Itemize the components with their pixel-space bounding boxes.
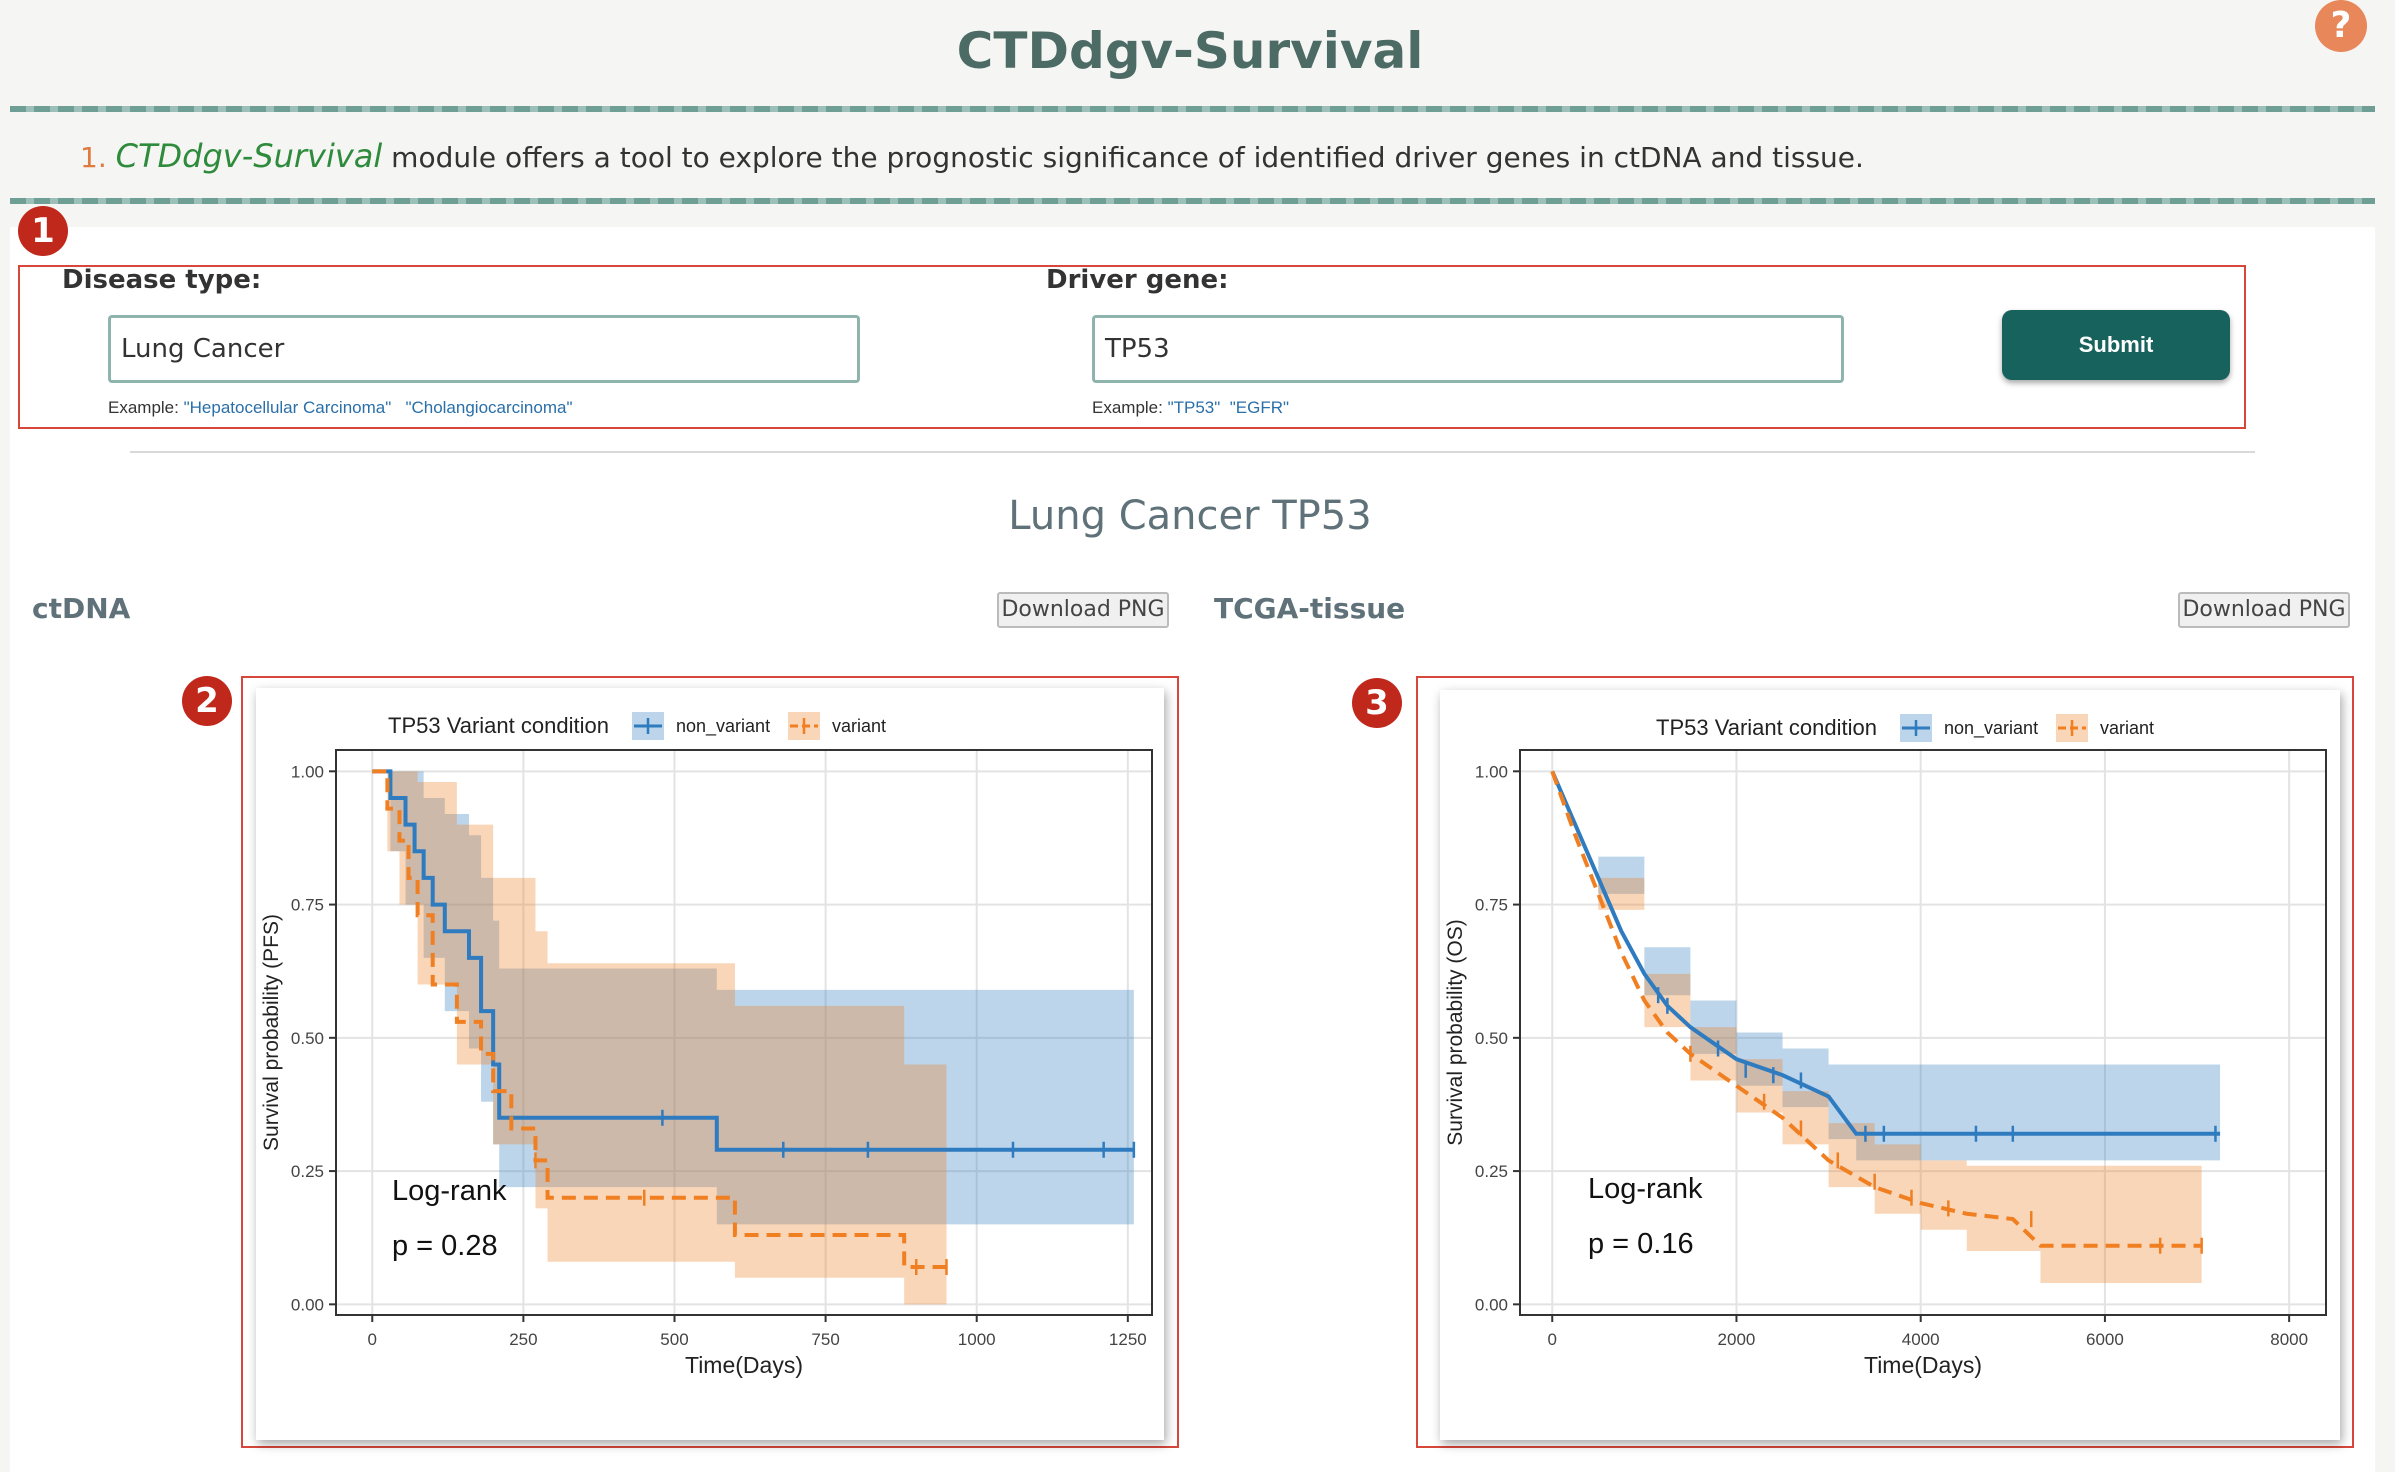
- x-tick-label: 4000: [1902, 1330, 1940, 1349]
- y-tick-label: 0.00: [291, 1295, 324, 1314]
- x-tick-label: 6000: [2086, 1330, 2124, 1349]
- x-tick-label: 250: [509, 1330, 537, 1349]
- tcga-tissue-section-label: TCGA-tissue: [1214, 592, 1406, 625]
- confidence-band-variant: [372, 771, 947, 1305]
- y-tick-label: 1.00: [291, 762, 324, 781]
- header-divider: [10, 106, 2375, 112]
- legend-label-variant: variant: [2100, 718, 2154, 738]
- ctdna-survival-chart: 0 250 500 750 1000 1250 0.00 0.25 0.50 0.75 1.00 Ti…: [260, 712, 1153, 1378]
- y-tick-label: 0.50: [291, 1029, 324, 1048]
- x-tick-label: 500: [660, 1330, 688, 1349]
- driver-gene-input[interactable]: TP53: [1092, 315, 1844, 383]
- x-tick-label: 0: [368, 1330, 377, 1349]
- x-tick-label: 750: [811, 1330, 839, 1349]
- x-tick-label: 1000: [958, 1330, 996, 1349]
- y-tick-label: 0.50: [1475, 1029, 1508, 1048]
- ctdna-section-label: ctDNA: [32, 592, 131, 625]
- gene-example-link[interactable]: "EGFR": [1229, 398, 1290, 417]
- confidence-band-non_variant: [372, 771, 1134, 1225]
- download-png-button[interactable]: Download PNG: [2178, 592, 2350, 628]
- x-axis-label: Time(Days): [685, 1352, 803, 1378]
- step-badge-3: 3: [1352, 678, 1402, 728]
- survival-curve-non_variant: [1550, 770, 2221, 1136]
- gene-example-prefix: Example:: [1092, 398, 1168, 417]
- ctdna-plot-frame: [241, 676, 1179, 1448]
- page-title: CTDdgv-Survival: [956, 22, 1424, 80]
- tissue-survival-chart: 0 2000 4000 6000 8000 0.00 0.25 0.50 0.75 1.00 Tim…: [1444, 714, 2327, 1378]
- search-form: [18, 265, 2246, 429]
- y-tick-label: 0.00: [1475, 1295, 1508, 1314]
- y-tick-label: 1.00: [1475, 762, 1508, 781]
- y-tick-label: 0.25: [1475, 1162, 1508, 1181]
- disease-examples: Example: "Hepatocellular Carcinoma" "Cho…: [108, 398, 572, 418]
- y-axis-label: Survival probability (OS): [1444, 919, 1467, 1145]
- x-tick-label: 8000: [2270, 1330, 2308, 1349]
- y-tick-label: 0.75: [291, 896, 324, 915]
- x-tick-label: 1250: [1109, 1330, 1147, 1349]
- legend-label-non_variant: non_variant: [1944, 718, 2038, 739]
- plot-panel-border: [1519, 749, 2327, 1316]
- tissue-plot-card: 0 2000 4000 6000 8000 0.00 0.25 0.50 0.75 1.00 Tim…: [1440, 690, 2340, 1440]
- description-divider: [10, 198, 2375, 204]
- gene-example-link[interactable]: "TP53": [1167, 398, 1221, 417]
- x-tick-label: 0: [1548, 1330, 1557, 1349]
- legend-title: TP53 Variant condition: [388, 713, 609, 738]
- gene-examples: Example: "TP53" "EGFR": [1092, 398, 1289, 418]
- p-value-label: p = 0.28: [392, 1230, 498, 1262]
- help-icon[interactable]: ?: [2315, 0, 2367, 52]
- legend-label-variant: variant: [832, 716, 886, 736]
- confidence-band-non_variant: [1552, 771, 2221, 1161]
- disease-type-label: Disease type:: [62, 265, 262, 295]
- description-number: 1.: [80, 141, 107, 174]
- disease-example-link[interactable]: "Hepatocellular Carcinoma": [183, 398, 392, 417]
- description-module-name: CTDdgv-Survival: [115, 137, 383, 175]
- x-axis-label: Time(Days): [1864, 1352, 1982, 1378]
- plot-panel-border: [335, 749, 1153, 1316]
- driver-gene-label: Driver gene:: [1046, 265, 1229, 295]
- log-rank-label: Log-rank: [392, 1175, 507, 1207]
- disease-type-input[interactable]: Lung Cancer: [108, 315, 860, 383]
- confidence-band-variant: [1552, 771, 2202, 1284]
- step-badge-2: 2: [182, 676, 232, 726]
- legend-label-non_variant: non_variant: [676, 716, 770, 737]
- x-tick-label: 2000: [1718, 1330, 1756, 1349]
- survival-curve-non_variant: [372, 769, 1134, 1152]
- ctdna-plot-card: 0 250 500 750 1000 1250 0.00 0.25 0.50 0.75 1.00 Ti…: [256, 688, 1164, 1440]
- step-badge-1: 1: [18, 206, 68, 256]
- disease-example-prefix: Example:: [108, 398, 184, 417]
- disease-example-link[interactable]: "Cholangiocarcinoma": [405, 398, 573, 417]
- tissue-plot-frame: [1416, 676, 2354, 1448]
- y-tick-label: 0.25: [291, 1162, 324, 1181]
- y-tick-label: 0.75: [1475, 896, 1508, 915]
- description-text: module offers a tool to explore the prog…: [382, 141, 1864, 174]
- section-divider: [130, 451, 2255, 453]
- legend-title: TP53 Variant condition: [1656, 715, 1877, 740]
- survival-curve-variant: [372, 769, 947, 1270]
- download-png-button[interactable]: Download PNG: [997, 592, 1169, 628]
- result-title: Lung Cancer TP53: [1008, 493, 1372, 539]
- y-axis-label: Survival probability (PFS): [260, 914, 283, 1151]
- survival-curve-variant: [1550, 770, 2202, 1248]
- log-rank-label: Log-rank: [1588, 1173, 1703, 1205]
- module-description: 1. CTDdgv-Survival module offers a tool …: [80, 137, 1864, 175]
- p-value-label: p = 0.16: [1588, 1228, 1694, 1260]
- submit-button[interactable]: Submit: [2002, 310, 2230, 380]
